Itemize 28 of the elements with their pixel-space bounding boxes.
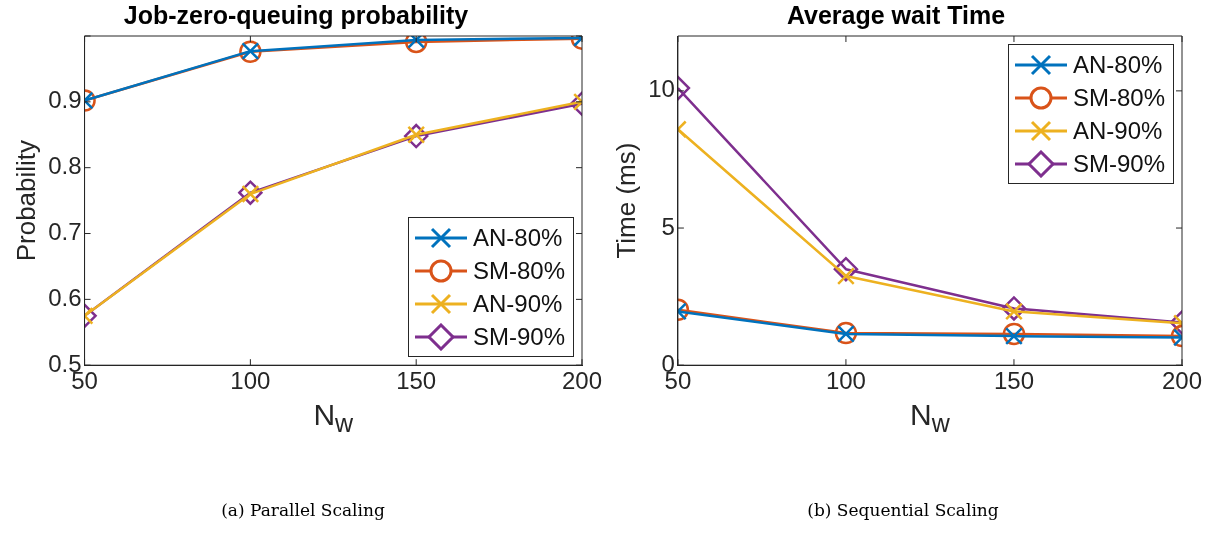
legend-label: AN-90% xyxy=(1073,116,1163,145)
y-tick-label: 0.9 xyxy=(48,86,82,114)
y-tick-label: 0.6 xyxy=(48,283,82,311)
x-tick-label: 100 xyxy=(230,367,271,395)
x-tick-label: 200 xyxy=(1161,367,1203,395)
x-tick-label: 150 xyxy=(993,367,1034,395)
legend-label: SM-80% xyxy=(1073,83,1166,112)
legend-label: SM-80% xyxy=(473,256,566,285)
legend-label: AN-90% xyxy=(473,289,563,318)
x-tick-label: 150 xyxy=(396,367,437,395)
x-tick-label: 200 xyxy=(561,367,603,395)
text: (b) Sequential Scaling xyxy=(806,500,1000,520)
y-tick-label: 10 xyxy=(648,75,675,103)
y-axis-title: Time (ms) xyxy=(610,142,641,259)
legend-label: SM-90% xyxy=(1073,149,1166,178)
y-tick-label: 5 xyxy=(661,212,675,240)
x-axis-title: N$_{w}$ xyxy=(313,398,354,438)
text: (a) Parallel Scaling xyxy=(220,500,386,520)
x-axis-title: N$_{w}$ xyxy=(910,398,950,438)
y-tick-label: 0.8 xyxy=(48,152,82,180)
chart-title: Average wait Time xyxy=(786,0,1006,29)
y-axis-title: Probability xyxy=(10,139,41,262)
chart-title: Job-zero-queuing probability xyxy=(123,0,469,29)
legend-label: AN-80% xyxy=(1073,50,1163,79)
y-tick-label: 0.7 xyxy=(48,218,82,246)
legend-label: AN-80% xyxy=(473,223,563,252)
legend-label: SM-90% xyxy=(473,322,566,351)
x-tick-label: 100 xyxy=(825,367,866,395)
